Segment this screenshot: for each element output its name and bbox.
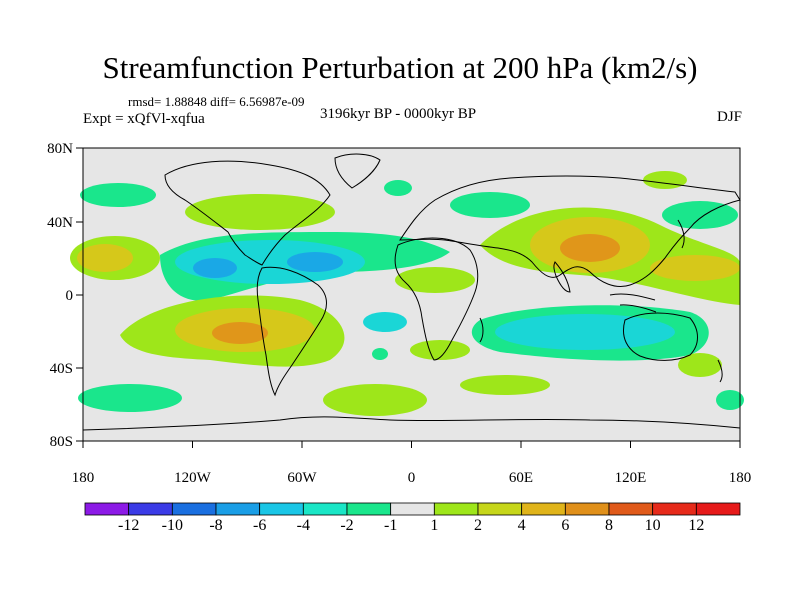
- x-tick-labels: 180 120W 60W 0 60E 120E 180: [72, 470, 752, 486]
- y-tick-labels: 80N 40N 0 40S 80S: [47, 141, 73, 450]
- colorbar-swatch: [128, 502, 173, 516]
- contour-so-pos-2: [460, 375, 550, 395]
- y-tick-label: 80N: [47, 141, 73, 157]
- colorbar-label: 12: [688, 517, 705, 534]
- colorbar-label: -1: [383, 517, 398, 534]
- page-title: Streamfunction Perturbation at 200 hPa (…: [102, 50, 698, 85]
- coastline-madagascar: [479, 317, 484, 343]
- contour-e-pacific-pos: [650, 255, 740, 281]
- colorbar-label: 6: [561, 517, 570, 534]
- contour-asia-pos-strong: [560, 234, 620, 262]
- contour-s-america-pos-strong: [212, 322, 268, 344]
- contour-nh-green-pacific: [643, 171, 687, 189]
- coastline-africa: [394, 237, 479, 361]
- contour-so-neg-west: [78, 384, 182, 412]
- x-tick-label: 0: [408, 470, 416, 486]
- contour-nh-green-atlantic: [384, 180, 412, 196]
- y-axis: [76, 147, 83, 442]
- x-tick-label: 180: [729, 470, 752, 486]
- colorbar-swatch: [302, 502, 348, 516]
- colorbar-swatch: [608, 502, 654, 516]
- colorbar-label: -10: [161, 517, 183, 534]
- colorbar-swatch: [390, 502, 435, 516]
- colorbar-swatch: [346, 502, 392, 516]
- y-tick-label: 40S: [50, 361, 73, 377]
- y-tick-label: 0: [66, 288, 74, 304]
- x-tick-label: 180: [72, 470, 95, 486]
- colorbar-swatch: [171, 502, 217, 516]
- coastline-south-america: [256, 266, 327, 397]
- contour-nh-green-west: [80, 183, 156, 207]
- x-axis: [82, 441, 741, 448]
- period-label: 3196kyr BP - 0000kyr BP: [320, 106, 477, 122]
- colorbar-swatch: [433, 502, 479, 516]
- colorbar: [84, 502, 741, 516]
- colorbar-swatch: [84, 502, 130, 516]
- colorbar-label: -2: [340, 517, 354, 534]
- x-tick-label: 120W: [174, 470, 212, 486]
- contour-so-neg-east: [716, 390, 744, 410]
- colorbar-swatch: [652, 502, 697, 516]
- colorbar-swatch: [521, 502, 566, 516]
- coastline-greenland: [334, 153, 381, 189]
- colorbar-label: 2: [474, 517, 482, 534]
- coastline-eurasia: [399, 175, 741, 287]
- season-label: DJF: [716, 109, 742, 125]
- coastlines: [82, 153, 741, 431]
- colorbar-label: -6: [252, 517, 267, 534]
- y-tick-label: 40N: [47, 215, 73, 231]
- colorbar-swatch: [477, 502, 523, 516]
- contour-so-pos-3: [678, 353, 722, 377]
- colorbar-label: 1: [430, 517, 439, 534]
- coastline-antarctica: [82, 416, 741, 431]
- coastline-new-zealand: [717, 359, 723, 383]
- contour-nh-green-europe: [450, 192, 530, 218]
- contour-s-atlantic-neg-2: [372, 348, 388, 360]
- stats-text: rmsd= 1.88848 diff= 6.56987e-09: [128, 94, 305, 109]
- colorbar-swatch: [259, 502, 304, 516]
- y-tick-label: 80S: [50, 434, 73, 450]
- coastline-japan: [677, 219, 685, 249]
- contour-s-atlantic-neg: [363, 312, 407, 332]
- x-tick-label: 60E: [509, 470, 533, 486]
- contour-americas-neg-strong-2: [287, 252, 343, 272]
- coastline-india: [553, 261, 571, 293]
- contour-so-pos-1: [323, 384, 427, 416]
- colorbar-swatch: [215, 502, 261, 516]
- colorbar-swatch: [564, 502, 610, 516]
- colorbar-label: 10: [644, 517, 661, 534]
- colorbar-label: -8: [209, 517, 223, 534]
- contour-nh-green-na: [185, 194, 335, 230]
- contour-americas-neg-strong-1: [193, 258, 237, 278]
- coastline-north-america: [164, 160, 331, 266]
- x-tick-label: 60W: [287, 470, 317, 486]
- experiment-label: Expt = xQfVl-xqfua: [83, 111, 205, 127]
- colorbar-label: 4: [517, 517, 526, 534]
- contour-w-pacific-pos-mid: [77, 244, 133, 272]
- colorbar-label: 8: [605, 517, 613, 534]
- x-tick-label: 120E: [615, 470, 647, 486]
- coastline-se-asia-islands: [609, 293, 657, 313]
- colorbar-label: -4: [296, 517, 310, 534]
- contour-fills: [70, 171, 744, 416]
- coastline-australia: [623, 312, 698, 361]
- contour-nh-green-ne-asia: [662, 201, 738, 229]
- colorbar-swatch: [695, 502, 741, 516]
- contour-s-africa-pos: [410, 340, 470, 360]
- contour-africa-pos: [395, 267, 475, 293]
- colorbar-label: -12: [117, 517, 140, 534]
- contour-indian-ocean-neg-mid: [495, 314, 675, 350]
